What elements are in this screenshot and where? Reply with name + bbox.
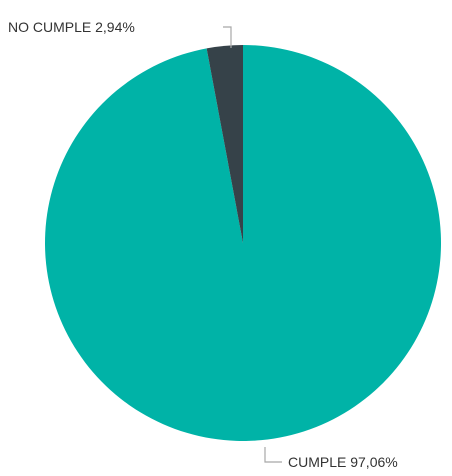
slice-no-cumple[interactable]: [206, 45, 243, 243]
pie-slices: [45, 45, 442, 441]
data-label-cumple: CUMPLE 97,06%: [288, 454, 398, 470]
data-label-no-cumple: NO CUMPLE 2,94%: [8, 19, 135, 35]
slice-cumple[interactable]: [45, 45, 442, 441]
leader-line-no-cumple: [223, 26, 232, 48]
leader-line-cumple: [264, 447, 282, 463]
